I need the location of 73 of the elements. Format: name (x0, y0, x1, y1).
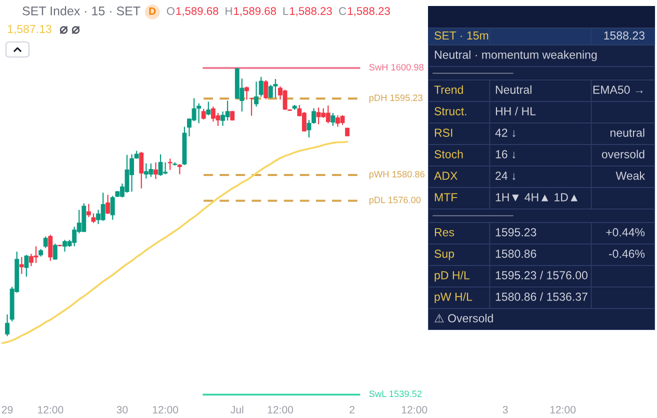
candlestick (206, 101, 211, 116)
category-label: ⚠ Oversold (434, 314, 493, 322)
category-label: pW H/L (434, 292, 472, 304)
text: Neutral (496, 85, 532, 94)
category-label: Neutral · momentum weakening (434, 50, 597, 62)
text: oversold (602, 150, 644, 158)
category-label: Trend (434, 85, 463, 94)
candlestick (244, 86, 249, 100)
text: 1580.86 / 1536.37 (496, 292, 588, 301)
candlestick (43, 236, 48, 248)
category-label: ADX (434, 172, 458, 180)
text: 16 ↓ (496, 150, 516, 159)
category-label: SET · 15m (434, 31, 488, 40)
category-label: Struct. (434, 107, 466, 116)
text: 1588.23 (604, 31, 644, 40)
candlestick (24, 254, 29, 278)
text: +0.44% (606, 228, 645, 236)
text: EMA50 → (593, 86, 643, 94)
candlestick (196, 102, 202, 124)
candlestick (110, 195, 115, 220)
ref-line-label: pDL 1576.00 (369, 196, 421, 206)
x-tick-label: 12:00 (38, 406, 64, 414)
candlestick (306, 119, 312, 138)
candlestick (139, 151, 144, 189)
candlestick (330, 112, 336, 126)
text: HH / HL (496, 106, 536, 116)
candlestick (312, 108, 316, 124)
text: 1580.86 (496, 250, 536, 258)
candlestick (177, 163, 182, 175)
text: -0.46% (608, 250, 645, 258)
candlestick (154, 162, 158, 180)
candlestick (5, 314, 10, 337)
text: neutral (610, 128, 644, 137)
x-tick-label: 12:00 (268, 406, 294, 414)
text: 1H▼ 4H▲ 1D▲ (496, 193, 578, 202)
category-label: Stoch (434, 150, 463, 158)
candlestick (264, 80, 268, 100)
candlestick (201, 108, 206, 120)
candlestick (86, 203, 91, 218)
ref-line-label: SwL 1539.52 (369, 390, 422, 398)
x-tick-label: 12:00 (152, 406, 178, 414)
x-tick-label: 12:00 (402, 406, 428, 414)
chart-title: SET Index · 15 · SET (22, 6, 140, 16)
ref-line-label: SwH 1600.98 (369, 64, 424, 70)
candlestick (258, 76, 264, 98)
x-tick-label: 12:00 (550, 406, 576, 414)
candlestick (48, 234, 53, 262)
category-label: RSI (434, 128, 452, 137)
x-tick-label: Jul (230, 406, 244, 414)
x-tick-label: 29 (2, 406, 13, 414)
ref-line-label: pDH 1595.23 (369, 94, 422, 103)
text: 1595.23 (496, 228, 536, 236)
candlestick (254, 81, 259, 108)
text: 1595.23 / 1576.00 (496, 270, 588, 280)
candlestick (19, 256, 24, 274)
text: 1,587.13 (8, 24, 52, 34)
x-tick-label: 3 (502, 406, 508, 414)
candlestick (106, 194, 110, 214)
candlestick (249, 97, 254, 116)
x-tick-label: 2 (350, 406, 354, 414)
ref-line-label: pWH 1580.86 (369, 170, 424, 180)
x-tick-label: 30 (116, 406, 128, 414)
text: Weak (616, 171, 646, 180)
category-label: Sup (434, 250, 454, 260)
category-label: Res (434, 228, 454, 236)
chart-subtitle: O1,589.68 H1,589.68 L1,588.23 C1,588.23 (166, 7, 390, 16)
text: 24 ↓ (496, 172, 516, 180)
candlestick (52, 243, 58, 260)
text: D (149, 8, 156, 15)
category-label: pD H/L (434, 270, 470, 282)
candlestick (168, 158, 172, 170)
text: 42 ↓ (495, 128, 516, 138)
category-label: MTF (434, 193, 458, 202)
